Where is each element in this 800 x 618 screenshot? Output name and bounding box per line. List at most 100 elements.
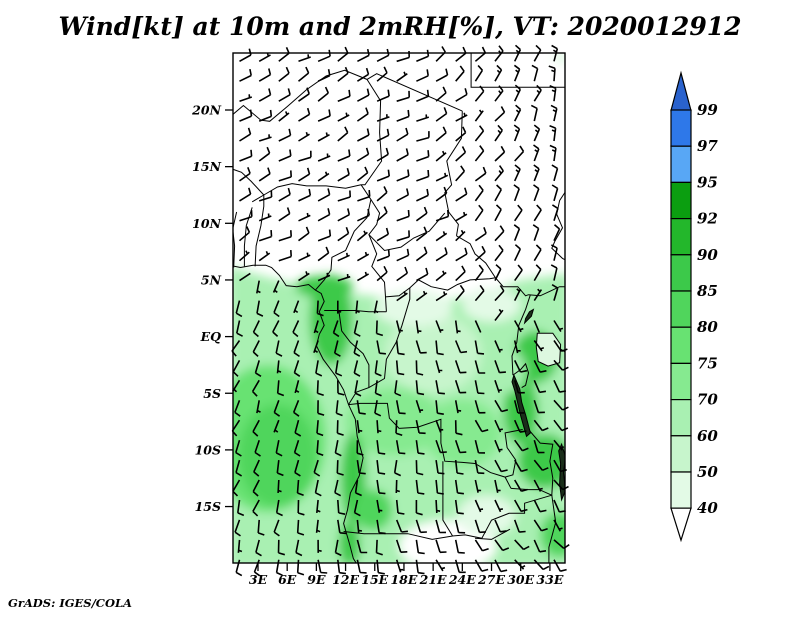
wind-barb [334, 479, 342, 497]
wind-barb [494, 340, 503, 353]
colorbar-label: 92 [697, 210, 718, 228]
wind-barb [454, 439, 467, 454]
wind-barb [415, 206, 428, 222]
wind-barb [514, 264, 523, 282]
wind-barb [415, 519, 427, 534]
wind-barb [396, 148, 409, 162]
wind-barb [239, 149, 253, 162]
wind-barb [435, 209, 450, 222]
colorbar-segment [670, 218, 692, 256]
wind-barb [275, 440, 283, 457]
border-line [470, 53, 565, 88]
wind-barb [474, 204, 484, 222]
wind-barb [276, 380, 285, 397]
wind-barb [257, 519, 265, 536]
wind-barb [548, 65, 556, 82]
wind-barb [276, 460, 284, 477]
lon-label: 15E [361, 572, 388, 587]
border-line [338, 310, 370, 388]
wind-barb [272, 320, 280, 337]
wind-barb [435, 320, 444, 333]
border-line [504, 429, 523, 478]
wind-barb [337, 273, 351, 282]
wind-barb [533, 439, 545, 454]
wind-barb [494, 244, 504, 262]
wind-barb [296, 559, 305, 576]
wind-barb [416, 114, 430, 122]
wind-barb [435, 419, 444, 433]
wind-barb [278, 149, 292, 162]
wind-barb [376, 48, 390, 63]
wind-barb [550, 264, 558, 281]
wind-barb [337, 252, 350, 262]
wind-barb [494, 64, 503, 82]
wind-barb [514, 559, 526, 570]
wind-barb [357, 88, 370, 102]
wind-barb [533, 459, 549, 472]
wind-barb [353, 340, 361, 357]
wind-barb [278, 66, 290, 82]
wind-barb [474, 166, 487, 182]
wind-barb [278, 111, 290, 122]
wind-barb [530, 104, 538, 122]
wind-barb [415, 340, 427, 354]
wind-barb [239, 48, 252, 63]
border-line [368, 199, 446, 252]
wind-barb [416, 169, 430, 182]
wind-barb [317, 109, 331, 122]
wind-barb [335, 360, 343, 377]
colorbar-label: 40 [697, 499, 718, 517]
wind-barb [395, 420, 403, 436]
wind-barb [354, 479, 362, 497]
wind-barb [256, 400, 261, 414]
wind-barb [278, 187, 291, 202]
wind-barb [455, 211, 468, 222]
wind-barb [255, 539, 262, 557]
wind-barb [298, 167, 311, 182]
grads-credit: GrADS: IGES/COLA [8, 596, 132, 610]
colorbar-segment [670, 435, 692, 473]
wind-barb [415, 226, 428, 242]
wind-barb [258, 146, 271, 162]
wind-barb [252, 419, 260, 437]
wind-barb [494, 399, 509, 413]
wind-barb [474, 459, 485, 475]
border-line [551, 191, 565, 261]
wind-barb [474, 184, 484, 202]
wind-barb [253, 459, 260, 477]
wind-barb [474, 360, 486, 374]
wind-barb [277, 479, 282, 494]
wind-barb [296, 479, 304, 496]
wind-barb [494, 145, 506, 162]
wind-barb [252, 320, 260, 338]
wind-barb [533, 499, 547, 513]
colorbar-arrow-up [670, 70, 692, 112]
wind-barb [513, 360, 528, 373]
wind-barb [317, 86, 330, 102]
colorbar-segment [670, 181, 692, 220]
wind-barb [435, 247, 448, 262]
wind-barb [376, 89, 390, 102]
lat-label: 10N [192, 216, 221, 231]
wind-barb [376, 169, 390, 182]
wind-barb [474, 46, 487, 62]
border-line [361, 79, 383, 186]
wind-barb [396, 230, 410, 242]
wind-barb [356, 67, 370, 82]
wind-barb [373, 300, 379, 314]
wind-barb [235, 439, 242, 457]
wind-barb [513, 64, 521, 82]
wind-barb [353, 360, 361, 377]
wind-barb [374, 400, 382, 417]
wind-barb [549, 144, 557, 162]
wind-barb [254, 439, 261, 457]
wind-barb [435, 380, 445, 395]
wind-barb [454, 519, 466, 534]
wind-barb [272, 280, 280, 294]
wind-barb [549, 124, 557, 142]
wind-barb [494, 106, 506, 122]
wind-barb [513, 400, 525, 414]
wind-barb [553, 320, 564, 333]
lon-label: 33E [536, 572, 563, 587]
wind-barb [533, 360, 547, 373]
